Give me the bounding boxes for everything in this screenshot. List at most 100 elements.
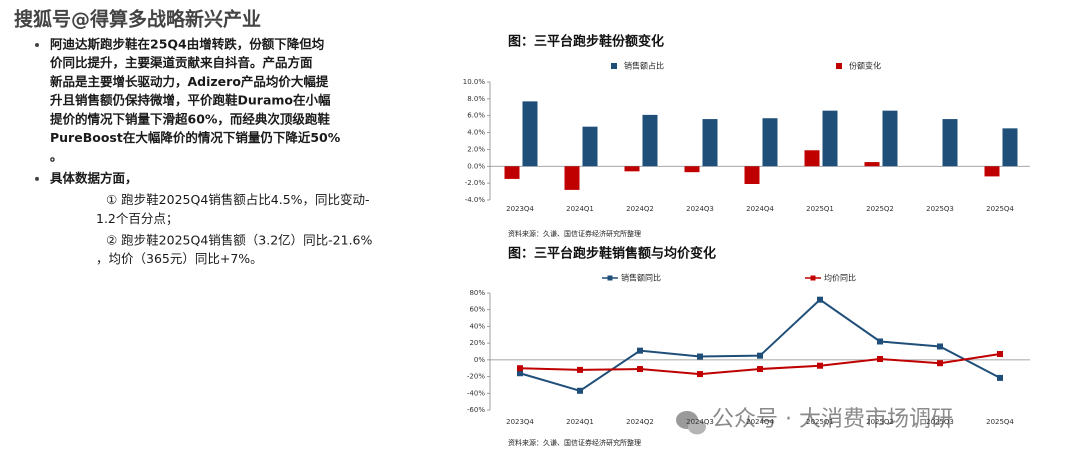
x-tick-label: 2025Q4	[986, 418, 1014, 426]
legend-marker	[836, 63, 842, 69]
bullet-line: 新品是主要增长驱动力，Adizero产品均价大幅提	[50, 74, 329, 89]
point	[757, 352, 763, 359]
chart-title: 图：三平台跑步鞋销售额与均价变化	[508, 246, 716, 262]
y-tick-label: -4.0%	[465, 196, 486, 204]
x-tick-label: 2024Q2	[626, 418, 654, 426]
x-tick-label: 2023Q4	[506, 205, 534, 213]
point	[517, 370, 523, 377]
y-tick-label: 40%	[469, 322, 485, 330]
point	[877, 338, 883, 345]
legend-label: 销售额同比	[621, 273, 661, 283]
bar	[882, 110, 898, 167]
bar	[684, 166, 700, 173]
bullet-line: 。	[50, 149, 63, 164]
x-tick-label: 2025Q2	[866, 205, 894, 213]
wechat-icon	[676, 411, 706, 435]
y-tick-label: -2.0%	[465, 179, 486, 187]
chart-source: 资料来源：久谦、国信证券经济研究所整理	[508, 438, 641, 447]
x-tick-label: 2024Q4	[746, 205, 774, 213]
y-tick-label: 80%	[469, 289, 485, 297]
x-tick-label: 2024Q4	[746, 418, 774, 426]
bar	[582, 126, 598, 167]
sub-item-line: 1.2个百分点；	[96, 211, 178, 226]
x-tick-label: 2025Q1	[806, 205, 834, 213]
bullet-line: PureBoost在大幅降价的情况下销量仍下降近50%	[50, 130, 341, 145]
y-tick-label: 2.0%	[467, 145, 485, 153]
bullet-line: 升且销售额仍保持微增，平价跑鞋Duramo在小幅	[50, 93, 331, 108]
bullet-line: 阿迪达斯跑步鞋在25Q4由增转跌，份额下降但均	[50, 37, 324, 52]
bar	[642, 114, 658, 167]
y-tick-label: 6.0%	[467, 112, 485, 120]
x-tick-label: 2025Q3	[926, 205, 954, 213]
bullet-dot	[35, 176, 39, 181]
point	[517, 365, 523, 372]
legend-label: 销售额占比	[624, 61, 664, 71]
legend-marker	[607, 275, 613, 281]
bar	[564, 166, 580, 190]
bar	[744, 166, 760, 184]
point	[877, 356, 883, 363]
y-tick-label: 60%	[469, 306, 485, 314]
y-tick-label: 10.0%	[463, 78, 486, 86]
line	[519, 298, 1001, 392]
y-tick-label: -40%	[467, 389, 485, 397]
x-tick-label: 2025Q2	[866, 418, 894, 426]
point	[697, 353, 703, 360]
point	[637, 347, 643, 354]
legend-label: 份额变化	[849, 61, 881, 71]
point	[757, 366, 763, 373]
bullet-line: 提价的情况下销量下滑超60%，而经典次顶级跑鞋	[50, 111, 330, 126]
x-tick-label: 2025Q3	[926, 418, 954, 426]
bar	[1002, 128, 1018, 167]
point	[577, 387, 583, 394]
watermark-bottom: 公众号 · 大消费市场调研	[712, 407, 953, 432]
y-tick-label: 4.0%	[467, 129, 485, 137]
watermark: 搜狐号@得算多战略新兴产业	[14, 8, 261, 31]
x-tick-label: 2024Q3	[686, 205, 714, 213]
bar	[822, 110, 838, 167]
bullet-line: 价同比提升，主要渠道贡献来自抖音。产品方面	[50, 55, 313, 70]
legend-marker	[810, 275, 816, 281]
y-tick-label: 20%	[469, 339, 485, 347]
y-tick-label: 0.0%	[467, 162, 485, 170]
legend-marker	[611, 63, 617, 69]
y-tick-label: -60%	[467, 406, 485, 414]
sub-item-line: ② 跑步鞋2025Q4销售额（3.2亿）同比-21.6%	[106, 233, 373, 248]
bar	[762, 118, 778, 167]
point	[937, 343, 943, 350]
bar	[522, 101, 538, 167]
point	[937, 360, 943, 367]
y-tick-label: 0%	[474, 356, 485, 364]
point	[577, 366, 583, 373]
bar	[984, 166, 1000, 177]
bar	[864, 162, 880, 167]
x-tick-label: 2024Q2	[626, 205, 654, 213]
point	[817, 362, 823, 369]
bullet-dot	[35, 43, 39, 47]
x-tick-label: 2025Q1	[806, 418, 834, 426]
chart-source: 资料来源：久谦、国信证券经济研究所整理	[508, 229, 641, 238]
point	[997, 374, 1003, 381]
legend-label: 均价同比	[824, 273, 856, 283]
sub-item-line: ① 跑步鞋2025Q4销售额占比4.5%，同比变动-	[106, 192, 370, 207]
point	[817, 296, 823, 303]
bar	[702, 119, 718, 167]
point	[997, 351, 1003, 358]
x-tick-label: 2025Q4	[986, 205, 1014, 213]
bar	[942, 119, 958, 167]
y-tick-label: -20%	[467, 373, 485, 381]
x-tick-label: 2024Q1	[566, 205, 594, 213]
y-tick-label: 8.0%	[467, 95, 485, 103]
x-tick-label: 2024Q1	[566, 418, 594, 426]
chart-title: 图：三平台跑步鞋份额变化	[508, 34, 664, 50]
bar	[624, 166, 640, 172]
point	[637, 366, 643, 373]
bar	[804, 150, 820, 167]
bar	[504, 166, 520, 179]
sub-item-line: ，均价（365元）同比+7%。	[96, 251, 263, 266]
bullet-line: 具体数据方面，	[49, 170, 138, 185]
x-tick-label: 2024Q3	[686, 418, 714, 426]
x-tick-label: 2023Q4	[506, 418, 534, 426]
